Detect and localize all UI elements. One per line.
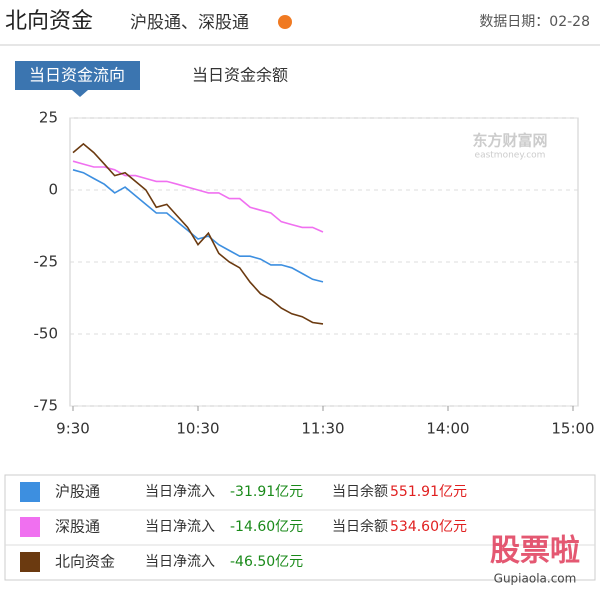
x-tick-label: 14:00: [426, 420, 469, 438]
balance-value: 551.91亿元: [390, 484, 467, 500]
y-tick-label: -25: [34, 253, 59, 271]
title: 北向资金: [5, 9, 93, 34]
legend-frame: [4, 474, 596, 581]
inflow-value: -46.50亿元: [230, 554, 303, 570]
balance-label: 当日余额: [332, 483, 388, 500]
tab-label[interactable]: 当日资金余额: [192, 66, 288, 85]
legend-label: 深股通: [55, 518, 100, 536]
watermark: 股票啦: [490, 534, 580, 569]
legend-swatch: [20, 482, 40, 502]
watermark: eastmoney.com: [475, 151, 546, 161]
x-tick-label: 11:30: [301, 420, 344, 438]
tab-label[interactable]: 当日资金流向: [29, 66, 125, 85]
y-tick-label: 25: [39, 109, 58, 127]
subtitle: 沪股通、深股通: [130, 13, 249, 33]
x-tick-label: 9:30: [56, 420, 90, 438]
inflow-value: -14.60亿元: [230, 519, 303, 535]
x-tick-label: 10:30: [176, 420, 219, 438]
help-icon[interactable]: [278, 15, 292, 29]
plot-frame: [69, 117, 579, 407]
inflow-label: 当日净流入: [145, 484, 215, 500]
inflow-value: -31.91亿元: [230, 484, 303, 500]
legend-swatch: [20, 517, 40, 537]
series-line: [72, 169, 324, 283]
balance-label: 当日余额: [332, 518, 388, 535]
y-tick-label: 0: [48, 181, 58, 199]
inflow-label: 当日净流入: [145, 519, 215, 535]
watermark: Gupiaola.com: [494, 572, 577, 586]
series-line: [72, 142, 324, 325]
date-label: 数据日期：02-28: [479, 14, 590, 30]
legend-label: 沪股通: [55, 483, 100, 501]
active-tab[interactable]: [15, 61, 140, 90]
inflow-label: 当日净流入: [145, 554, 215, 570]
y-tick-label: -75: [34, 397, 59, 415]
tab-pointer: [72, 90, 88, 97]
balance-value: 534.60亿元: [390, 519, 467, 535]
legend-swatch: [20, 552, 40, 572]
legend-label: 北向资金: [55, 553, 115, 571]
watermark: 东方财富网: [472, 132, 547, 150]
series-line: [72, 160, 324, 233]
x-tick-label: 15:00: [551, 420, 594, 438]
y-tick-label: -50: [34, 325, 59, 343]
